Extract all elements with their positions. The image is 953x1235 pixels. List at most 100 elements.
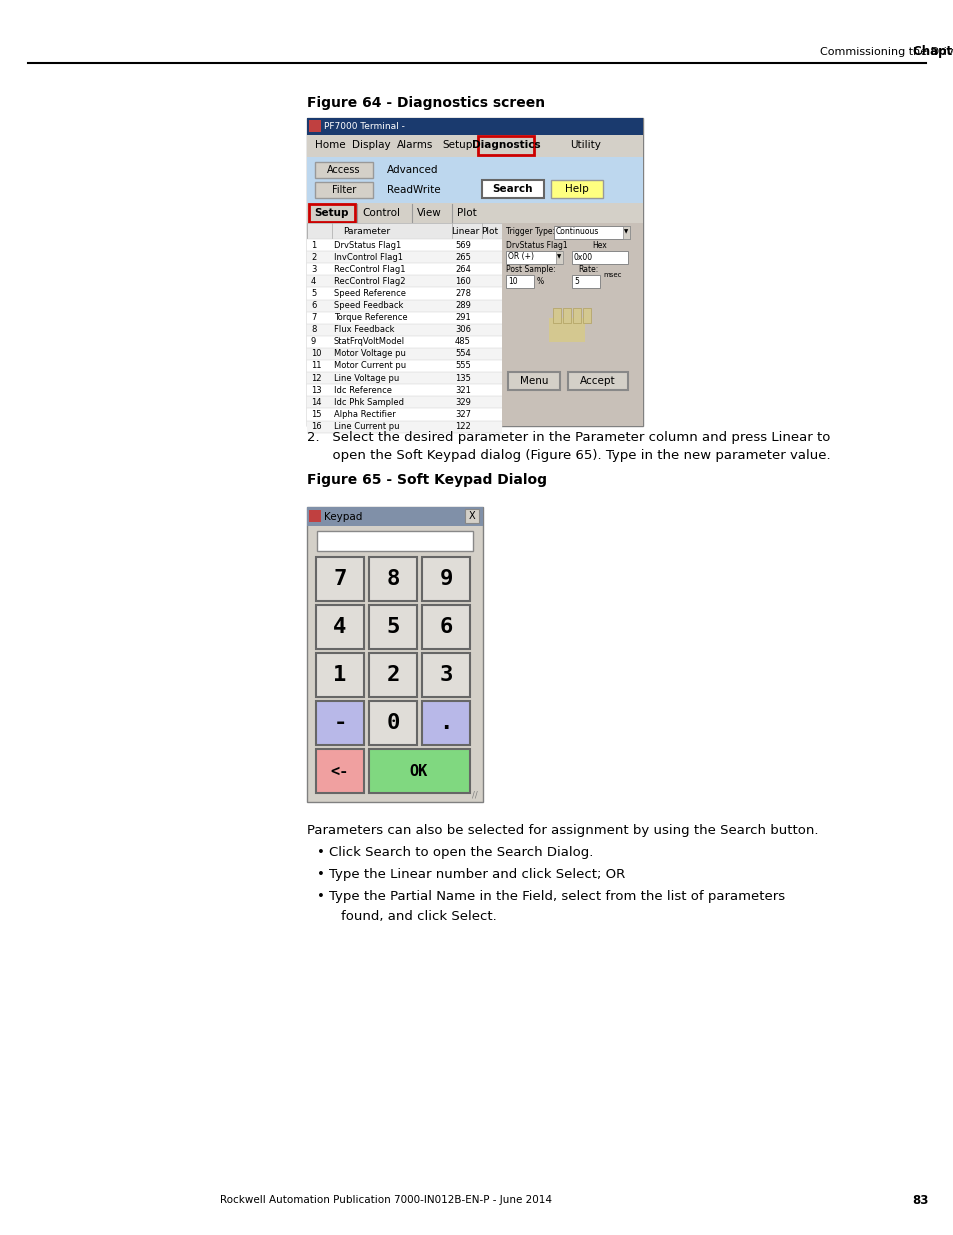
Text: •: • [316, 868, 325, 881]
Text: 4: 4 [311, 277, 315, 285]
Text: Figure 65 - Soft Keypad Dialog: Figure 65 - Soft Keypad Dialog [307, 473, 546, 487]
Text: 7: 7 [311, 314, 316, 322]
Bar [315, 605, 364, 650]
Bar [369, 701, 416, 745]
Bar [477, 136, 534, 156]
Bar [309, 120, 320, 132]
Text: Motor Current pu: Motor Current pu [334, 362, 406, 370]
Bar [582, 308, 590, 324]
Text: 291: 291 [455, 314, 470, 322]
Text: Diagnostics: Diagnostics [471, 141, 539, 151]
Text: Search: Search [493, 184, 533, 194]
Text: Menu: Menu [519, 375, 548, 387]
Bar [369, 748, 470, 793]
Text: 9: 9 [311, 337, 315, 346]
Text: <-: <- [331, 763, 349, 778]
Text: PF7000 Terminal -: PF7000 Terminal - [324, 122, 404, 131]
Text: Plot: Plot [456, 207, 476, 219]
Bar [307, 508, 482, 526]
Text: Help: Help [564, 184, 588, 194]
Text: 3: 3 [311, 264, 316, 274]
Text: 160: 160 [455, 277, 471, 285]
Text: ReadWrite: ReadWrite [387, 185, 440, 195]
Bar [369, 653, 416, 697]
Text: 3: 3 [438, 664, 453, 685]
Bar [307, 311, 501, 324]
Bar [572, 251, 627, 264]
Text: DrvStatus Flag1: DrvStatus Flag1 [334, 241, 401, 249]
Text: View: View [416, 207, 441, 219]
Text: RecControl Flag1: RecControl Flag1 [334, 264, 405, 274]
Text: ▼: ▼ [557, 254, 560, 259]
Text: Setup: Setup [314, 207, 349, 219]
Text: Idc Reference: Idc Reference [334, 385, 392, 395]
Bar [553, 308, 560, 324]
Text: 278: 278 [455, 289, 471, 298]
Bar [307, 251, 501, 263]
Text: Flux Feedback: Flux Feedback [334, 325, 395, 335]
Text: •: • [316, 890, 325, 903]
Text: 2.   Select the desired parameter in the Parameter column and press Linear to: 2. Select the desired parameter in the P… [307, 431, 829, 445]
Bar [307, 396, 501, 409]
Text: 14: 14 [311, 398, 321, 406]
Text: Home: Home [314, 141, 345, 151]
Text: OR (+): OR (+) [507, 252, 534, 262]
Text: Torque Reference: Torque Reference [334, 314, 407, 322]
Bar [315, 557, 364, 601]
Text: Type the Linear number and click Select; OR: Type the Linear number and click Select;… [329, 868, 624, 881]
Text: 264: 264 [455, 264, 471, 274]
Bar [307, 336, 501, 348]
Bar [314, 162, 373, 178]
Text: 83: 83 [911, 1193, 927, 1207]
Text: •: • [316, 846, 325, 860]
Bar [548, 317, 584, 342]
Text: Alarms: Alarms [396, 141, 433, 151]
Bar [307, 359, 501, 372]
Bar [505, 251, 561, 264]
Text: Speed Feedback: Speed Feedback [334, 301, 403, 310]
Text: Access: Access [327, 165, 360, 175]
Text: Type the Partial Name in the Field, select from the list of parameters: Type the Partial Name in the Field, sele… [329, 890, 784, 903]
Text: found, and click Select.: found, and click Select. [340, 910, 497, 923]
Text: Line Voltage pu: Line Voltage pu [334, 374, 399, 383]
Text: Post Sample:: Post Sample: [505, 266, 555, 274]
Text: X: X [468, 511, 475, 521]
Bar [421, 557, 470, 601]
Bar [307, 508, 482, 802]
Text: 329: 329 [455, 398, 471, 406]
Bar [421, 653, 470, 697]
Text: 11: 11 [311, 362, 321, 370]
Text: Parameters can also be selected for assignment by using the Search button.: Parameters can also be selected for assi… [307, 824, 818, 837]
Text: 265: 265 [455, 253, 471, 262]
Text: 1: 1 [311, 241, 315, 249]
Bar [481, 180, 543, 198]
Text: Chapter 4: Chapter 4 [912, 46, 953, 58]
Bar [307, 263, 501, 275]
Text: 16: 16 [311, 422, 321, 431]
Text: Figure 64 - Diagnostics screen: Figure 64 - Diagnostics screen [307, 96, 544, 110]
Text: %: % [537, 277, 543, 285]
Bar [315, 748, 364, 793]
Bar [307, 157, 642, 203]
Text: 5: 5 [311, 289, 315, 298]
Text: Parameter: Parameter [343, 226, 390, 236]
Bar [314, 182, 373, 198]
Text: 321: 321 [455, 385, 471, 395]
Text: 15: 15 [311, 410, 321, 419]
Text: Continuous: Continuous [556, 227, 598, 236]
Text: 8: 8 [386, 569, 399, 589]
Bar [572, 275, 599, 288]
Text: 554: 554 [455, 350, 470, 358]
Text: InvControl Flag1: InvControl Flag1 [334, 253, 402, 262]
Text: Hex: Hex [592, 241, 606, 249]
Text: Accept: Accept [579, 375, 616, 387]
Bar [309, 204, 355, 222]
Text: 6: 6 [311, 301, 316, 310]
Text: 2: 2 [386, 664, 399, 685]
Text: Rockwell Automation Publication 7000-IN012B-EN-P - June 2014: Rockwell Automation Publication 7000-IN0… [220, 1195, 552, 1205]
Text: Filter: Filter [332, 185, 355, 195]
Bar [307, 203, 642, 224]
Bar [307, 275, 501, 288]
Bar [307, 119, 642, 135]
Text: -: - [333, 713, 346, 734]
